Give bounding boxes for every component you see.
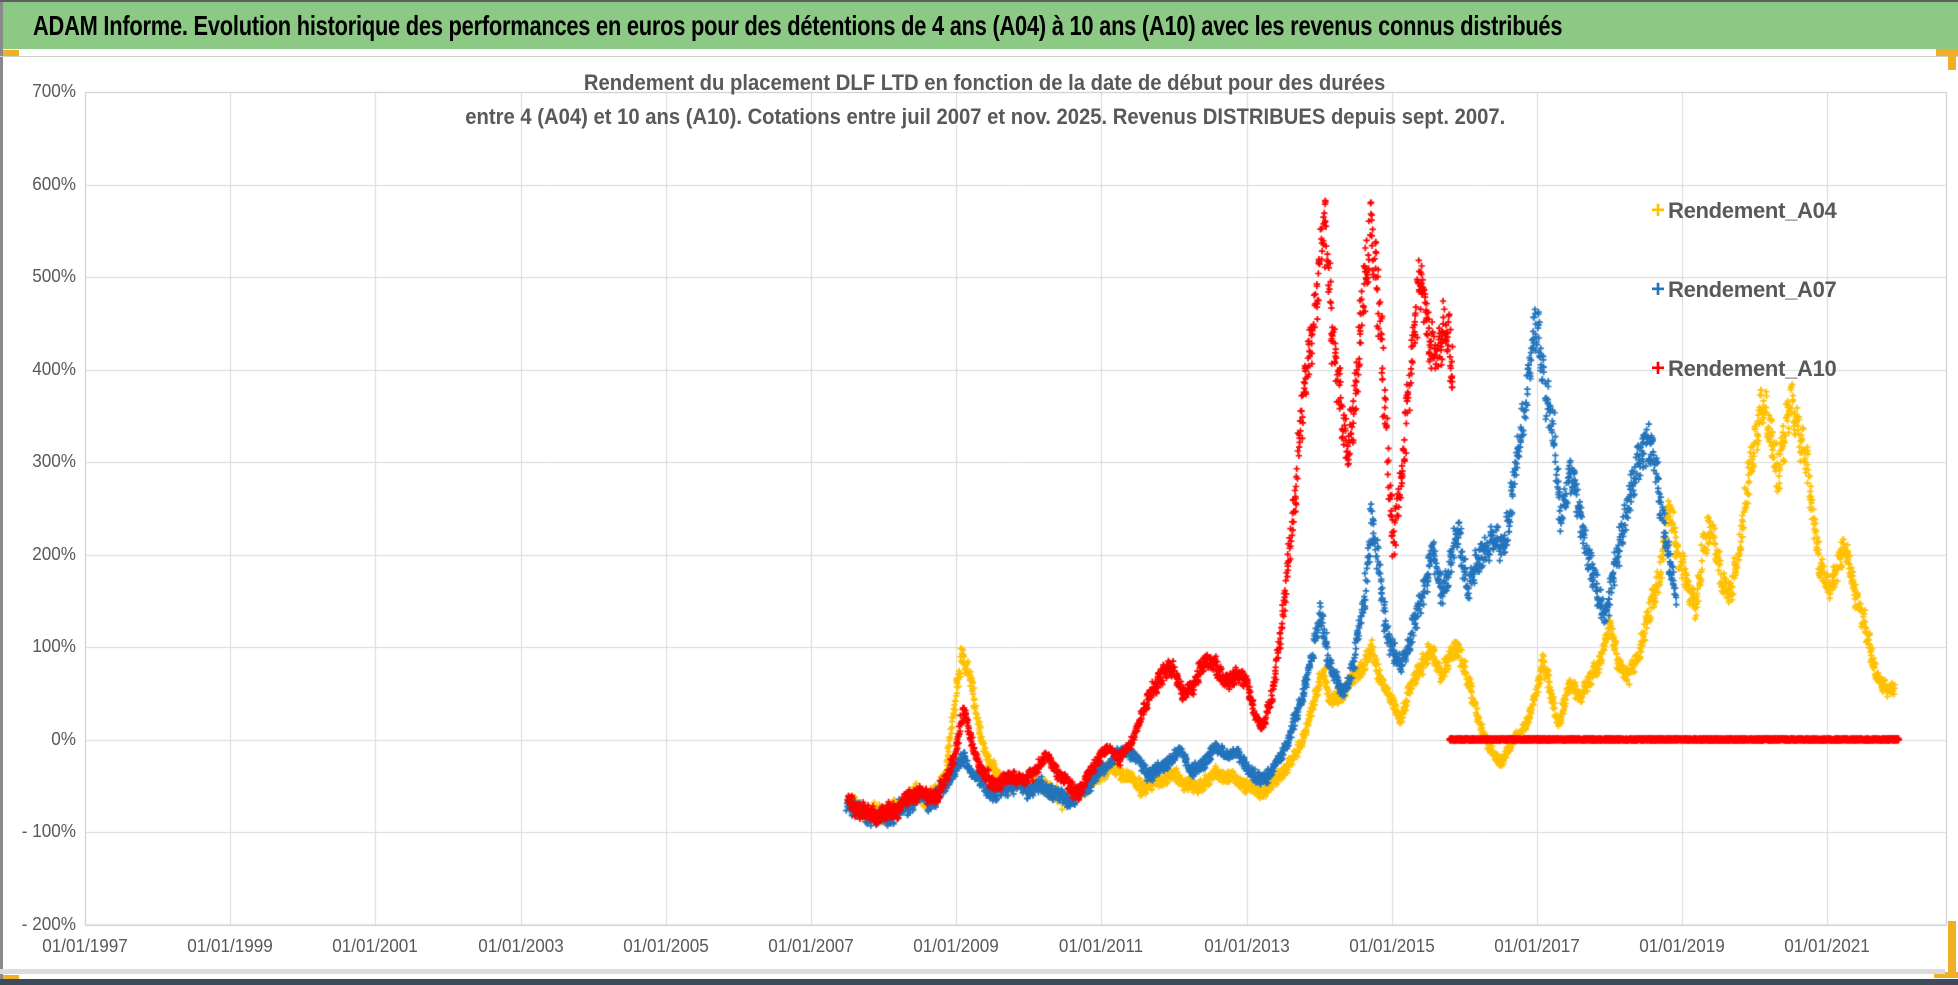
chart-title-line-2: entre 4 (A04) et 10 ans (A10). Cotations… — [464, 104, 1506, 129]
y-tick-label: 600% — [32, 173, 76, 194]
y-tick-label: 100% — [32, 636, 76, 656]
selection-accent-bottom-right-v — [1948, 921, 1956, 978]
chart-top-edge — [0, 56, 1958, 57]
x-tick-label: 01/01/2017 — [1494, 936, 1580, 956]
chart-title: Rendement du placement DLF LTD en foncti… — [300, 66, 1670, 134]
legend-label: Rendement_A10 — [1668, 356, 1837, 381]
y-tick-label: 0% — [51, 728, 76, 749]
banner-title: ADAM Informe. Evolution historique des p… — [33, 9, 1563, 41]
legend-item-rendement_a10[interactable]: + Rendement_A10 — [1648, 356, 1837, 382]
window-left-border — [0, 2, 3, 979]
x-tick-label: 01/01/2019 — [1639, 936, 1725, 956]
x-tick-label: 01/01/2013 — [1203, 936, 1290, 956]
y-tick-label: 700% — [32, 81, 76, 101]
window-bottom-bar — [0, 979, 1958, 985]
legend-item-rendement_a04[interactable]: + Rendement_A04 — [1648, 198, 1837, 224]
selection-accent-top-right-v — [1948, 49, 1956, 70]
y-tick-label: 500% — [32, 266, 76, 286]
y-tick-label: 400% — [32, 358, 76, 379]
x-tick-label: 01/01/1997 — [42, 936, 128, 956]
y-tick-label: - 200% — [21, 913, 76, 934]
chart-bottom-edge — [0, 969, 1945, 974]
legend-label: Rendement_A07 — [1668, 277, 1837, 302]
legend-plus-marker-icon: + — [1650, 197, 1665, 224]
chart-title-line-1: Rendement du placement DLF LTD en foncti… — [584, 70, 1386, 95]
x-tick-label: 01/01/2005 — [623, 936, 709, 956]
x-tick-label: 01/01/2021 — [1784, 936, 1871, 956]
legend-plus-marker-icon: + — [1650, 276, 1665, 303]
x-tick-label: 01/01/1999 — [187, 936, 273, 956]
x-tick-label: 01/01/2015 — [1349, 936, 1435, 956]
x-tick-label: 01/01/2001 — [332, 936, 419, 956]
x-tick-label: 01/01/2011 — [1059, 936, 1144, 956]
chart-legend: + Rendement_A04 + Rendement_A07 + Rendement_A… — [1648, 198, 1837, 435]
selection-accent-bottom-left — [3, 975, 19, 981]
legend-plus-marker-icon: + — [1650, 355, 1665, 382]
selection-accent-top-right — [1936, 49, 1958, 56]
selection-accent-top-left — [3, 50, 19, 56]
x-tick-label: 01/01/2007 — [768, 936, 854, 956]
sheet-banner: ADAM Informe. Evolution historique des p… — [3, 2, 1958, 49]
x-tick-label: 01/01/2009 — [913, 936, 999, 956]
x-tick-label: 01/01/2003 — [477, 936, 564, 956]
y-tick-label: 200% — [32, 543, 76, 564]
legend-item-rendement_a07[interactable]: + Rendement_A07 — [1648, 277, 1837, 303]
window-top-border — [0, 0, 1958, 2]
y-tick-label: 300% — [32, 451, 76, 471]
selection-accent-bottom-right — [1934, 972, 1958, 978]
legend-label: Rendement_A04 — [1668, 198, 1837, 223]
y-tick-label: - 100% — [21, 821, 76, 841]
